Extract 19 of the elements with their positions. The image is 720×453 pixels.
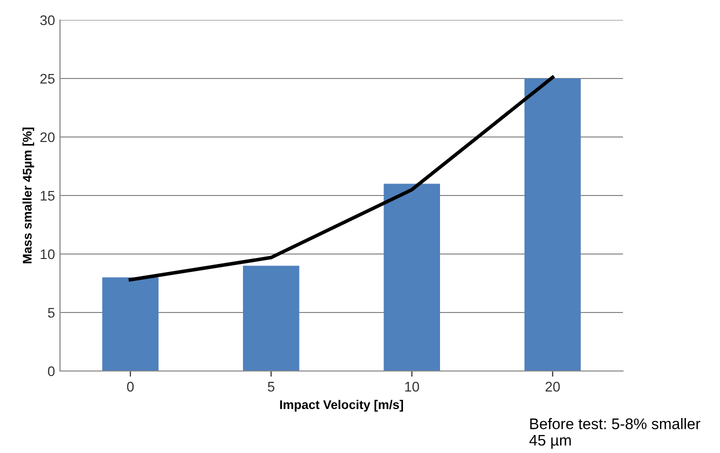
bar (242, 266, 300, 371)
x-tick-label: 5 (268, 382, 274, 392)
bar (102, 277, 159, 371)
y-axis-title: Mass smaller 45µm [%] (22, 128, 34, 264)
y-tick-label: 10 (40, 249, 55, 260)
bar (384, 184, 440, 371)
x-tick-label: 20 (546, 382, 560, 392)
y-tick-label: 20 (40, 132, 55, 142)
y-tick-label: 30 (40, 15, 55, 26)
bar (524, 78, 581, 371)
x-tick-label: 10 (405, 382, 420, 392)
y-tick-label: 5 (48, 308, 55, 318)
y-tick-label: 25 (40, 74, 55, 84)
text: Before test: 5-8% smaller 45 µm (529, 418, 700, 449)
x-axis-title: Impact Velocity [m/s] (280, 400, 403, 412)
y-tick-label: 0 (48, 366, 55, 376)
line-series (128, 76, 554, 282)
y-tick-label: 15 (40, 190, 55, 201)
x-tick-label: 0 (127, 382, 134, 392)
